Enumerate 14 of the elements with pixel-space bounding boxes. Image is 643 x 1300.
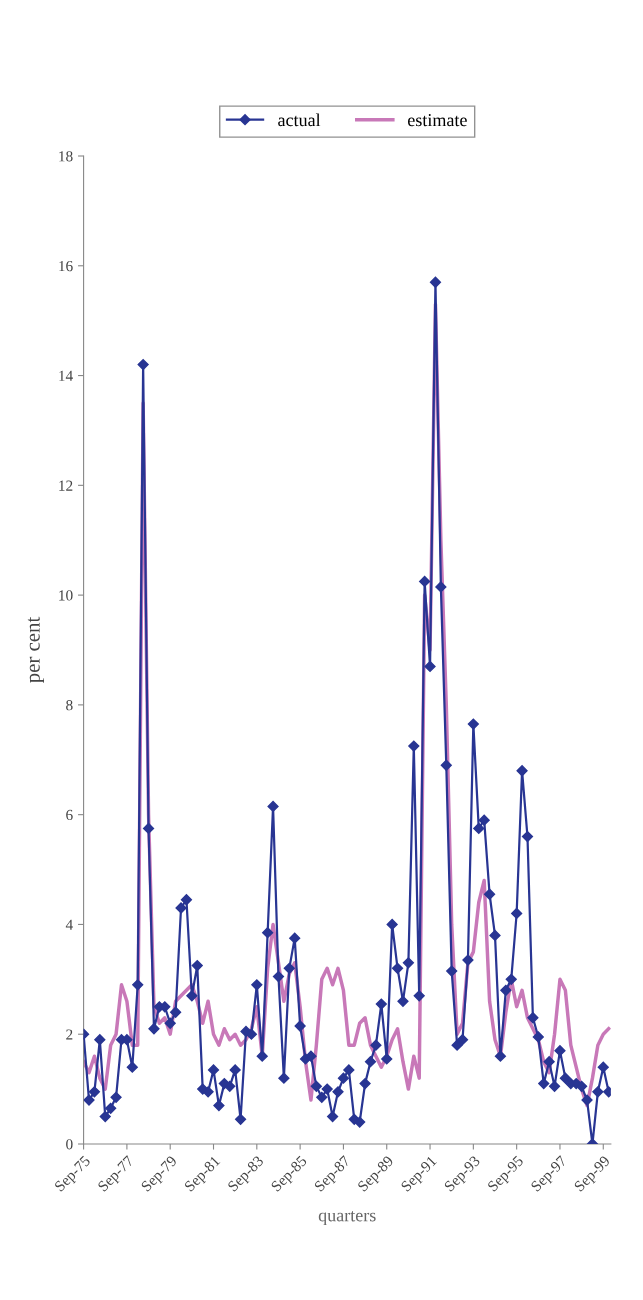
y-tick-label: 10 (59, 590, 73, 601)
x-axis-title: quarters (318, 1211, 376, 1226)
y-axis-title: per cent (27, 616, 45, 683)
y-tick-label: 4 (65, 919, 73, 930)
y-tick-label: 0 (66, 1139, 73, 1150)
legend-label: estimate (408, 114, 467, 127)
y-tick-label: 6 (66, 809, 73, 821)
y-tick-label: 2 (66, 1029, 73, 1040)
y-tick-label: 16 (59, 260, 73, 272)
y-tick-label: 14 (59, 370, 73, 381)
y-tick-label: 18 (59, 151, 73, 162)
legend-label: actual (278, 113, 321, 127)
y-tick-label: 12 (59, 480, 73, 491)
y-tick-label: 8 (66, 700, 73, 711)
